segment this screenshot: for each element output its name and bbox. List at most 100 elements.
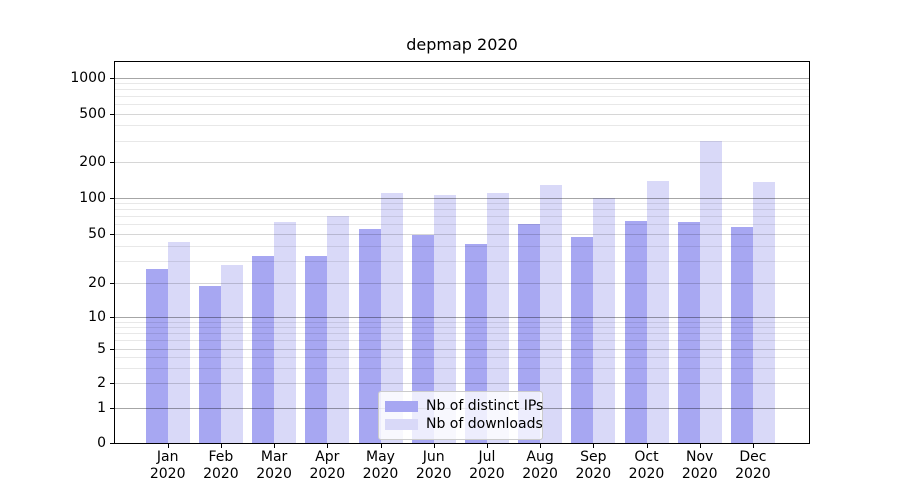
gridline-minor [115,209,809,211]
y-tick-label: 5 [97,340,106,357]
gridline-mid [115,383,809,384]
y-tick [110,162,114,163]
gridline-minor [115,96,809,98]
bar-distinct-ips [145,268,168,443]
x-tick [752,444,754,448]
y-tick-label: 1000 [70,70,106,86]
gridline-minor [115,140,809,142]
bar-downloads [433,195,456,443]
x-tick-label: Feb 2020 [203,449,239,482]
x-tick-label: Jul 2020 [469,449,505,482]
x-tick-label: Mar 2020 [256,449,292,482]
gridline-minor [115,216,809,218]
bar-downloads [752,182,775,443]
y-tick [110,113,114,115]
y-tick-label: 100 [79,190,106,206]
gridline-minor [115,356,809,358]
x-tick [380,444,382,448]
x-tick [486,444,488,448]
gridline-minor [115,367,809,369]
legend-item-downloads: Nb of downloads [385,416,543,432]
bar-downloads [646,180,669,443]
y-tick-label: 0 [97,435,106,451]
bar-distinct-ips [198,285,221,443]
y-tick [110,78,114,79]
bar-downloads [486,193,509,443]
legend-swatch-downloads-icon [385,418,418,430]
x-tick-label: May 2020 [362,449,399,482]
gridline-minor [115,83,809,85]
gridline-minor [115,203,809,205]
bar-distinct-ips [571,236,594,443]
legend-item-distinct-ips: Nb of distinct IPs [385,398,543,414]
x-tick-label: Aug 2020 [522,449,558,482]
bar-downloads [699,140,722,443]
y-tick [110,317,114,318]
bar-distinct-ips [252,255,275,443]
bar-distinct-ips [730,226,753,443]
x-tick-label: Dec 2020 [735,449,771,482]
y-tick-label: 1 [97,400,106,416]
bar-downloads [540,185,563,443]
y-tick-label: 20 [88,275,106,291]
x-tick [327,444,329,448]
bar-distinct-ips [305,255,328,443]
legend: Nb of distinct IPs Nb of downloads [378,391,543,440]
y-tick-label: 500 [79,105,106,122]
x-tick-label: Apr 2020 [309,449,346,482]
y-tick-label: 50 [88,225,106,242]
legend-swatch-distinct-ips-icon [385,400,418,412]
legend-label-distinct-ips: Nb of distinct IPs [426,398,544,414]
y-tick [110,408,114,409]
legend-label-downloads: Nb of downloads [426,416,543,432]
gridline-minor [115,125,809,127]
y-tick-label: 200 [79,154,106,170]
x-tick-label: Nov 2020 [681,449,718,482]
y-tick [110,198,114,199]
bar-distinct-ips [677,221,700,443]
x-tick [699,444,701,448]
gridline-major [115,78,809,79]
x-tick [274,444,276,448]
bar-downloads [274,222,297,443]
bar-downloads [327,216,350,443]
y-tick [110,233,114,235]
y-tick [110,283,114,284]
gridline-major [115,198,809,199]
gridline-minor [115,89,809,91]
gridline-mid [115,283,809,284]
gridline-mid [115,348,809,350]
chart-title: depmap 2020 [406,35,518,54]
x-tick-label: Sep 2020 [575,449,612,482]
gridline-mid [115,162,809,163]
gridline-minor [115,327,809,329]
gridline-minor [115,333,809,335]
gridline-mid [115,233,809,235]
bar-downloads [380,193,403,443]
x-tick [540,444,542,448]
gridline-mid [115,113,809,115]
x-tick [646,444,648,448]
gridline-minor [115,340,809,342]
bar-distinct-ips [411,234,434,443]
bar-distinct-ips [518,224,541,443]
x-tick [593,444,595,448]
bar-distinct-ips [358,228,381,443]
gridline-minor [115,245,809,247]
gridline-minor [115,224,809,226]
gridline-minor [115,321,809,323]
y-tick [110,443,114,444]
y-tick-label: 10 [88,309,106,325]
plot-area [114,61,810,444]
x-tick-label: Oct 2020 [628,449,665,482]
x-tick [167,444,169,448]
x-tick-label: Jun 2020 [415,449,452,482]
gridline-minor [115,104,809,106]
bar-distinct-ips [624,220,647,443]
gridline-major [115,317,809,318]
y-tick [110,348,114,350]
y-tick-label: 2 [97,375,106,391]
x-tick-label: Jan 2020 [149,449,186,482]
gridline-minor [115,261,809,263]
